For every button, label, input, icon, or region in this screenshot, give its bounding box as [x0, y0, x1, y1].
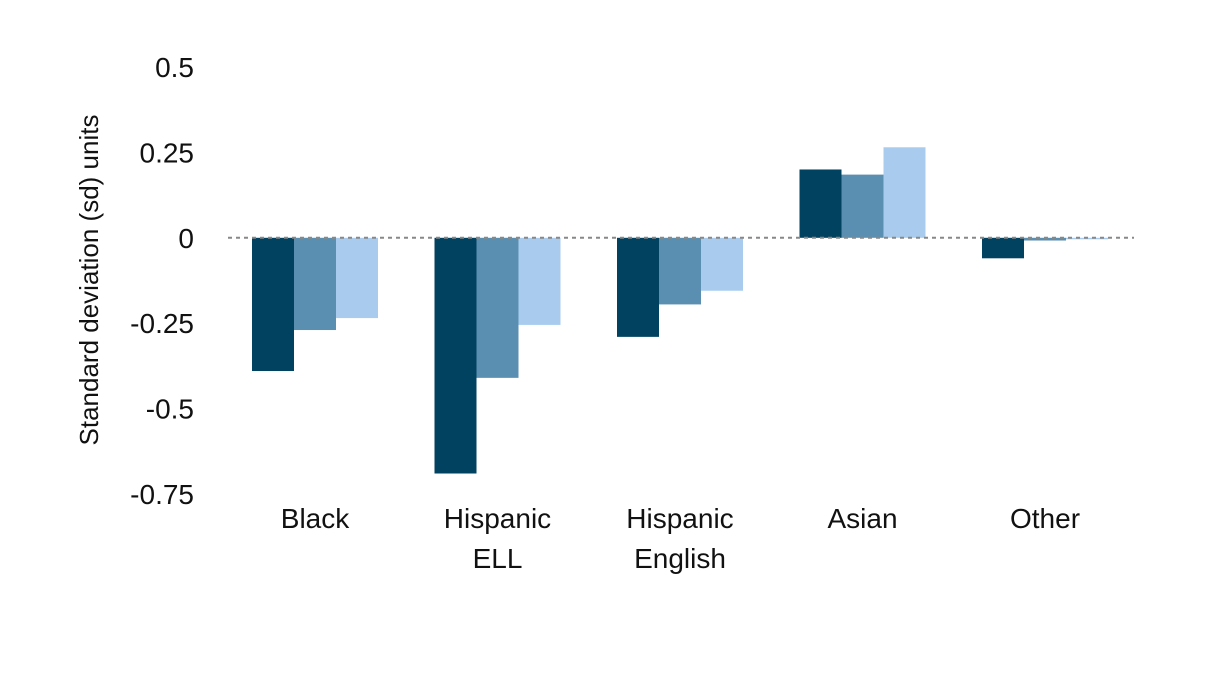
- bar: [434, 237, 477, 474]
- bars: [252, 147, 1108, 474]
- y-tick-label: -0.75: [130, 479, 194, 510]
- y-tick-label: -0.5: [146, 394, 194, 425]
- y-tick-label: 0: [178, 223, 194, 254]
- y-tick-label: -0.25: [130, 308, 194, 339]
- x-category-label: Black: [281, 503, 350, 534]
- y-axis-title: Standard deviation (sd) units: [74, 115, 104, 446]
- x-category-label: Other: [1010, 503, 1080, 534]
- bar: [701, 237, 743, 291]
- y-axis-ticks: 0.5 0.25 0 -0.25 -0.5 -0.75: [130, 52, 194, 510]
- bar: [252, 237, 294, 372]
- bar: [841, 174, 884, 238]
- bar: [336, 237, 378, 319]
- x-category-label: Asian: [827, 503, 897, 534]
- y-tick-label: 0.5: [155, 52, 194, 83]
- bar: [883, 147, 926, 238]
- bar: [518, 237, 561, 325]
- x-category-label: ELL: [473, 543, 523, 574]
- bar: [659, 237, 701, 305]
- x-category-label: Hispanic: [626, 503, 733, 534]
- bar: [1024, 237, 1066, 241]
- x-category-label: Hispanic: [444, 503, 551, 534]
- bar: [294, 237, 336, 331]
- bar: [799, 169, 842, 238]
- y-tick-label: 0.25: [140, 137, 195, 168]
- bar: [617, 237, 659, 337]
- x-axis-category-labels: Black Hispanic ELL Hispanic English Asian Othe…: [281, 503, 1080, 574]
- bar: [476, 237, 519, 378]
- x-category-label: English: [634, 543, 726, 574]
- bar: [982, 237, 1024, 259]
